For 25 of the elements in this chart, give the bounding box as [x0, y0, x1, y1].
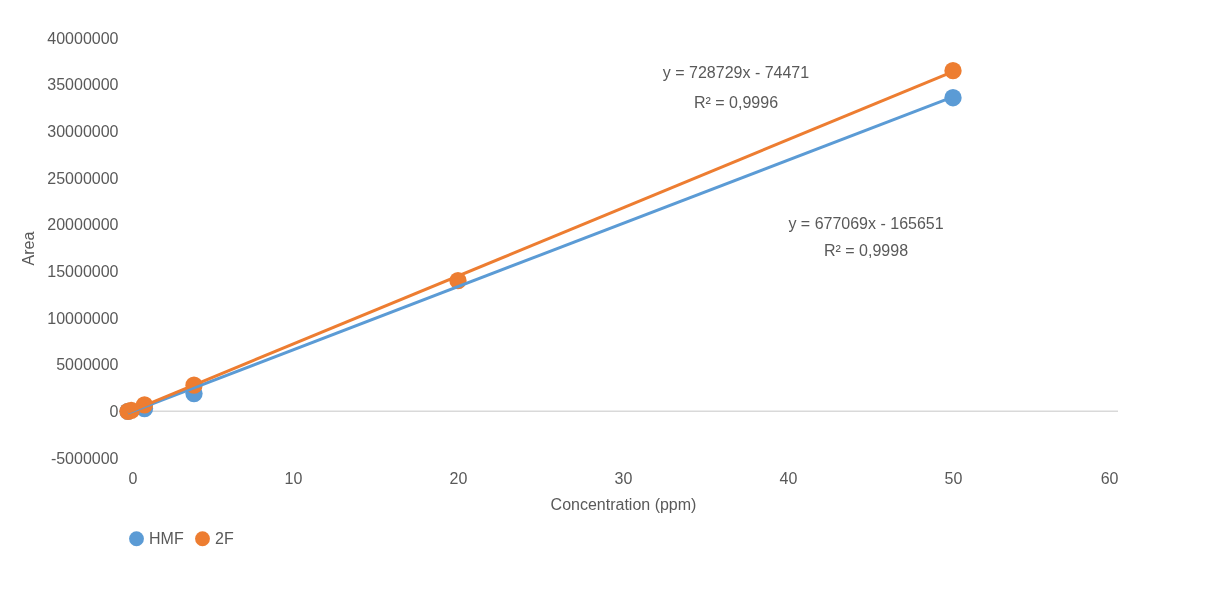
x-axis-title: Concentration (ppm) [550, 495, 697, 513]
x-tick-label: 40 [779, 469, 798, 487]
x-tick-label: 30 [614, 469, 633, 487]
x-tick-label: 10 [284, 469, 303, 487]
annotation: y = 728729x - 74471 [662, 64, 810, 81]
y-tick-label: 5000000 [56, 356, 119, 374]
annotation: y = 677069x - 165651 [788, 215, 944, 232]
annotation: R² = 0,9998 [823, 242, 909, 259]
x-tick-label: 60 [1100, 469, 1119, 487]
y-tick-label: 15000000 [47, 262, 119, 280]
y-tick-label: -5000000 [50, 449, 119, 467]
x-tick-label: 20 [449, 469, 468, 487]
y-axis-title: Area [20, 231, 38, 266]
x-tick-label: 0 [128, 469, 138, 487]
y-tick-label: 0 [109, 402, 119, 420]
y-tick-label: 35000000 [47, 76, 119, 94]
legend-label: 2F [215, 529, 234, 547]
y-tick-label: 20000000 [47, 216, 119, 234]
y-tick-label: 10000000 [47, 309, 119, 327]
x-tick-label: 50 [944, 469, 963, 487]
annotation: R² = 0,9996 [693, 94, 779, 111]
legend-label: HMF [149, 529, 184, 547]
y-tick-label: 25000000 [47, 169, 119, 187]
y-tick-label: 40000000 [47, 29, 119, 47]
y-tick-label: 30000000 [47, 122, 119, 140]
